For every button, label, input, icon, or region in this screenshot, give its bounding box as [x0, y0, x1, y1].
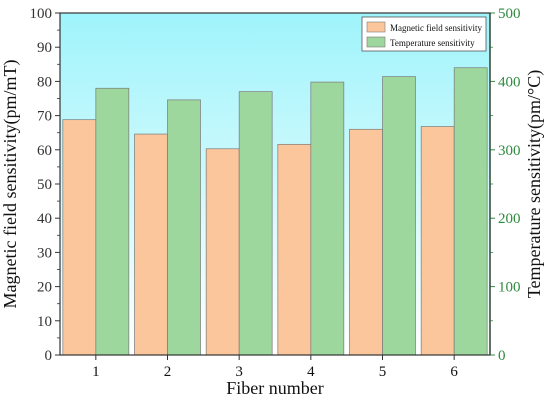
bar-temperature-5 — [382, 76, 416, 356]
left-y-axis-title: Magnetic field sensitivity(pm/mT) — [0, 60, 21, 309]
right-y-axis-title: Temperature sensitivity(pm/°C) — [524, 70, 545, 298]
left-tick-label: 90 — [37, 40, 52, 56]
bar-magnetic-4 — [277, 143, 312, 356]
plot-background — [60, 13, 490, 355]
legend-swatch-temperature — [366, 36, 386, 48]
legend-label-magnetic: Magnetic field sensitivity — [390, 23, 482, 33]
left-tick-label: 40 — [37, 211, 52, 227]
bar-magnetic-3 — [205, 148, 240, 356]
left-tick-label: 50 — [37, 177, 52, 193]
bar-group — [62, 67, 488, 356]
left-tick-label: 30 — [37, 245, 52, 261]
x-tick-label: 1 — [92, 364, 100, 380]
bar-magnetic-6 — [420, 126, 455, 356]
x-tick-label: 5 — [379, 364, 387, 380]
x-tick-label: 2 — [164, 364, 172, 380]
right-y-axis: 0 100 200 300 400 500 — [489, 6, 521, 364]
bar-temperature-1 — [95, 87, 130, 356]
right-tick-label: 0 — [498, 348, 506, 364]
right-tick-label: 100 — [498, 280, 521, 296]
right-tick-label: 200 — [498, 211, 521, 227]
bar-temperature-2 — [167, 99, 201, 356]
right-tick-label: 400 — [498, 74, 521, 90]
x-axis: 1 2 3 4 5 6 — [92, 355, 458, 380]
bar-magnetic-5 — [349, 128, 383, 356]
plot-frame — [59, 12, 491, 356]
left-tick-label: 10 — [37, 314, 52, 330]
x-tick-label: 3 — [235, 364, 243, 380]
legend-swatch-magnetic — [366, 21, 386, 33]
bar-magnetic-2 — [134, 133, 168, 356]
x-tick-label: 4 — [307, 364, 315, 380]
legend-label-temperature: Temperature sensitivity — [390, 38, 475, 48]
bar-temperature-6 — [453, 67, 488, 356]
left-tick-label: 100 — [30, 6, 53, 22]
bar-temperature-3 — [238, 91, 273, 356]
bar-temperature-4 — [310, 81, 345, 356]
right-tick-label: 500 — [498, 6, 521, 22]
bar-magnetic-1 — [62, 119, 97, 356]
x-axis-title: Fiber number — [226, 378, 323, 398]
right-tick-label: 300 — [498, 143, 521, 159]
left-tick-label: 70 — [37, 109, 52, 125]
left-tick-label: 0 — [45, 348, 53, 364]
x-tick-label: 6 — [450, 364, 458, 380]
left-y-axis: 0 10 20 30 40 50 60 70 80 90 100 — [30, 6, 60, 364]
left-tick-label: 60 — [37, 143, 52, 159]
left-tick-label: 20 — [37, 280, 52, 296]
left-tick-label: 80 — [37, 74, 52, 90]
legend: Magnetic field sensitivity Temperature s… — [361, 16, 487, 52]
